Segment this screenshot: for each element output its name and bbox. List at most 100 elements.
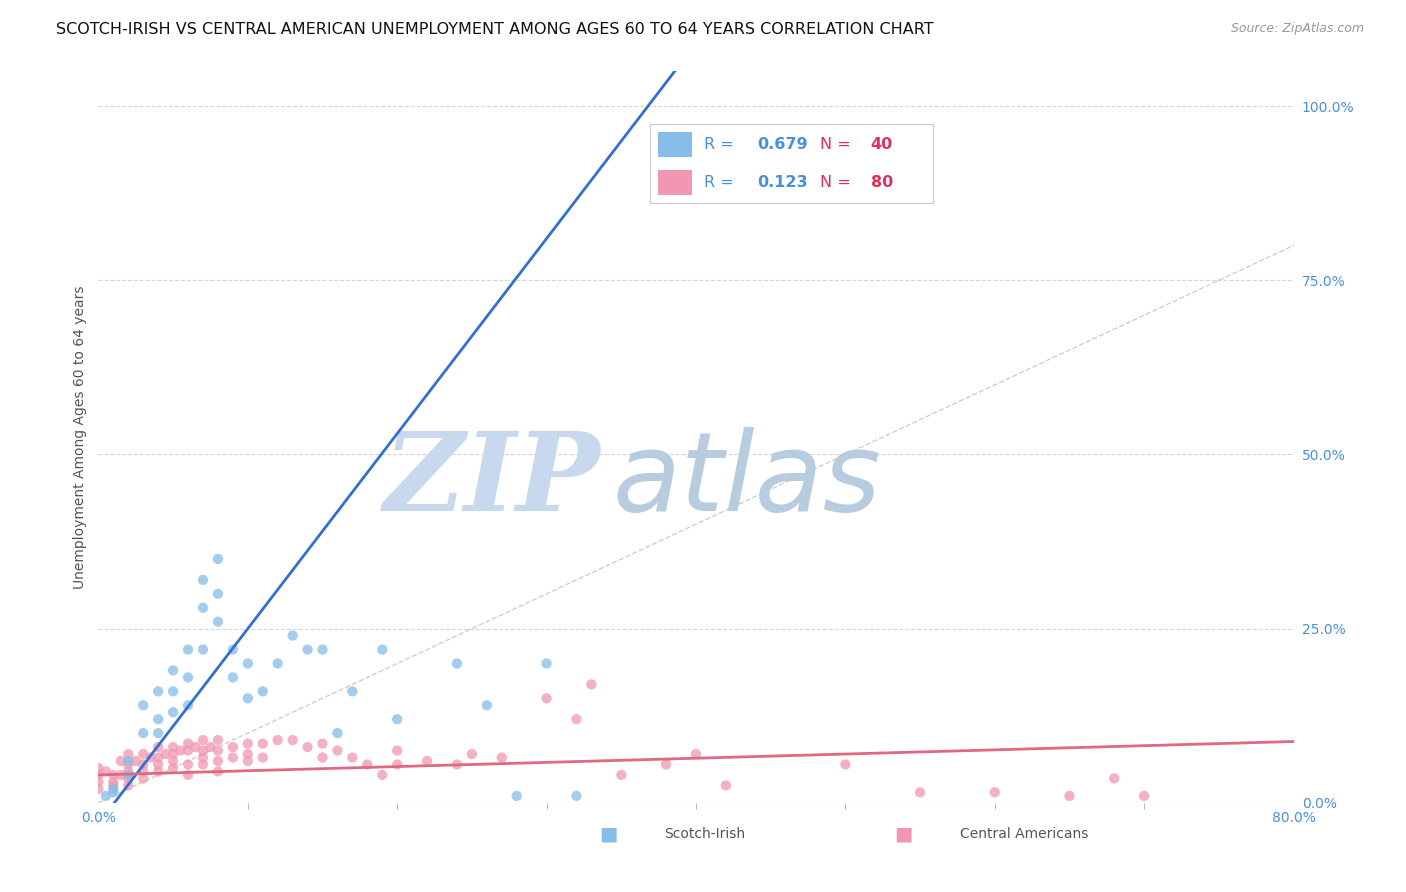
Point — [191, 757, 214, 772]
Point — [207, 587, 229, 601]
Point — [267, 733, 290, 747]
Point — [236, 737, 259, 751]
Point — [385, 712, 409, 726]
Point — [162, 705, 184, 719]
Point — [506, 789, 529, 803]
Point — [252, 737, 274, 751]
Point — [207, 733, 229, 747]
Point — [162, 754, 184, 768]
Point — [311, 750, 333, 764]
Point — [162, 761, 184, 775]
Point — [536, 691, 558, 706]
Text: ZIP: ZIP — [384, 427, 600, 534]
Point — [236, 691, 259, 706]
Point — [342, 750, 364, 764]
Point — [162, 684, 184, 698]
Point — [297, 740, 319, 755]
Point — [311, 737, 333, 751]
Point — [162, 747, 184, 761]
Point — [103, 785, 125, 799]
Text: R =: R = — [703, 175, 734, 190]
Point — [1133, 789, 1156, 803]
Point — [207, 615, 229, 629]
Point — [1059, 789, 1081, 803]
Text: 80: 80 — [870, 175, 893, 190]
Point — [132, 764, 155, 779]
Point — [565, 712, 588, 726]
Point — [655, 757, 678, 772]
Point — [236, 657, 259, 671]
Point — [177, 642, 200, 657]
Point — [491, 750, 513, 764]
Point — [281, 733, 304, 747]
Point — [110, 754, 132, 768]
Point — [148, 750, 170, 764]
Text: atlas: atlas — [613, 427, 882, 534]
Text: Source: ZipAtlas.com: Source: ZipAtlas.com — [1230, 22, 1364, 36]
Point — [207, 764, 229, 779]
Point — [191, 743, 214, 757]
Point — [103, 781, 125, 796]
Point — [148, 684, 170, 698]
Point — [416, 754, 439, 768]
Point — [281, 629, 304, 643]
Point — [132, 747, 155, 761]
Point — [236, 747, 259, 761]
Bar — [658, 170, 692, 195]
Text: 0.679: 0.679 — [758, 137, 808, 153]
Point — [207, 552, 229, 566]
Point — [94, 789, 117, 803]
Point — [162, 740, 184, 755]
Point — [207, 754, 229, 768]
Point — [222, 642, 245, 657]
Point — [162, 664, 184, 678]
Point — [139, 750, 162, 764]
Point — [385, 757, 409, 772]
Point — [103, 778, 125, 792]
Point — [222, 670, 245, 684]
Point — [610, 768, 633, 782]
Point — [984, 785, 1007, 799]
Point — [461, 747, 484, 761]
Point — [117, 768, 139, 782]
Text: SCOTCH-IRISH VS CENTRAL AMERICAN UNEMPLOYMENT AMONG AGES 60 TO 64 YEARS CORRELAT: SCOTCH-IRISH VS CENTRAL AMERICAN UNEMPLO… — [56, 22, 934, 37]
Point — [446, 757, 468, 772]
Point — [297, 642, 319, 657]
Point — [177, 737, 200, 751]
Point — [132, 772, 155, 786]
Point — [326, 743, 349, 757]
Point — [236, 754, 259, 768]
Point — [267, 657, 290, 671]
Text: Central Americans: Central Americans — [960, 827, 1088, 841]
Point — [385, 743, 409, 757]
Point — [581, 677, 603, 691]
Text: N =: N = — [820, 137, 851, 153]
Point — [191, 642, 214, 657]
Point — [87, 768, 110, 782]
Point — [117, 757, 139, 772]
Point — [117, 772, 139, 786]
Point — [446, 657, 468, 671]
Point — [311, 642, 333, 657]
Point — [87, 761, 110, 775]
Point — [132, 698, 155, 713]
Point — [200, 740, 222, 755]
Point — [371, 642, 394, 657]
Text: Scotch-Irish: Scotch-Irish — [664, 827, 745, 841]
Point — [110, 768, 132, 782]
Point — [155, 747, 177, 761]
Point — [207, 743, 229, 757]
Point — [475, 698, 498, 713]
Point — [191, 750, 214, 764]
Point — [356, 757, 378, 772]
Point — [371, 768, 394, 782]
Point — [714, 778, 737, 792]
Point — [117, 764, 139, 779]
Text: ■: ■ — [894, 824, 912, 844]
Text: N =: N = — [820, 175, 851, 190]
Point — [177, 698, 200, 713]
Point — [222, 750, 245, 764]
Point — [565, 789, 588, 803]
Point — [342, 684, 364, 698]
Point — [103, 768, 125, 782]
